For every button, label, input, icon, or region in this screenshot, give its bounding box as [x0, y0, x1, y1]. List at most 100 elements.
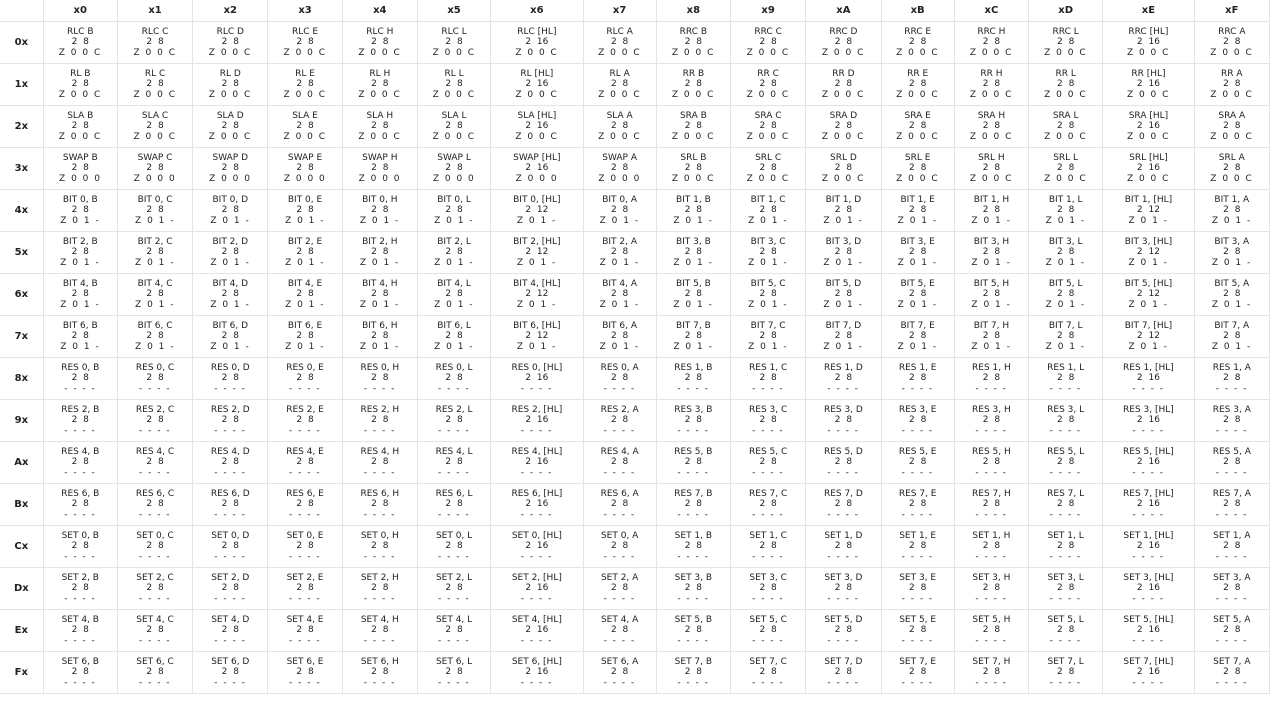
opcode-bytes-cycles: 2 8 [1223, 499, 1241, 510]
opcode-flags: - - - - [975, 467, 1008, 478]
opcode-bytes-cycles: 2 16 [1136, 541, 1160, 552]
opcode-mnemonic: RL C [144, 68, 166, 79]
opcode-bytes-cycles: 2 8 [982, 205, 1001, 216]
opcode-bytes-cycles: 2 8 [834, 667, 853, 678]
opcode-flags: Z 0 0 C [432, 131, 476, 142]
opcode-flags: Z 0 0 C [432, 89, 476, 100]
opcode-bytes-cycles: 2 8 [71, 247, 89, 258]
opcode-bytes-cycles: 2 8 [610, 247, 629, 258]
opcode-mnemonic: SET 1, A [1213, 530, 1251, 541]
opcode-flags: Z 0 0 C [58, 47, 102, 58]
opcode-mnemonic: BIT 0, [HL] [513, 194, 561, 205]
opcode-flags: - - - - [1049, 551, 1082, 562]
opcode-bytes-cycles: 2 8 [908, 121, 927, 132]
row-header-1x: 1x [0, 63, 44, 106]
opcode-mnemonic: BIT 2, H [362, 236, 398, 247]
opcode-mnemonic: RES 6, C [135, 488, 175, 499]
opcode-bytes-cycles: 2 8 [834, 415, 853, 426]
opcode-bytes-cycles: 2 8 [296, 583, 314, 594]
opcode-mnemonic: RES 3, L [1047, 404, 1085, 415]
row-header-dx: Dx [0, 567, 44, 610]
opcode-cell: RES 5, [HL] 2 16- - - - [1102, 441, 1195, 484]
opcode-mnemonic: SET 7, D [824, 656, 863, 667]
opcode-flags: - - - - [1132, 677, 1165, 688]
opcode-bytes-cycles: 2 8 [1056, 583, 1075, 594]
opcode-mnemonic: SWAP D [212, 152, 249, 163]
opcode-flags: Z 0 0 C [1210, 47, 1254, 58]
opcode-flags: Z 0 1 - [673, 299, 714, 310]
opcode-bytes-cycles: 2 8 [371, 457, 389, 468]
opcode-bytes-cycles: 2 8 [445, 247, 463, 258]
opcode-mnemonic: SRA D [829, 110, 858, 121]
opcode-flags: Z 0 0 C [515, 89, 559, 100]
opcode-bytes-cycles: 2 8 [296, 247, 314, 258]
opcode-mnemonic: BIT 6, E [287, 320, 323, 331]
opcode-mnemonic: RES 2, L [435, 404, 473, 415]
opcode-mnemonic: BIT 1, B [675, 194, 711, 205]
opcode-flags: Z 0 0 C [432, 47, 476, 58]
opcode-bytes-cycles: 2 8 [834, 121, 853, 132]
opcode-mnemonic: BIT 2, [HL] [513, 236, 561, 247]
opcode-flags: - - - - [677, 677, 710, 688]
opcode-bytes-cycles: 2 8 [221, 667, 239, 678]
opcode-mnemonic: BIT 4, D [212, 278, 249, 289]
opcode-mnemonic: BIT 6, C [137, 320, 173, 331]
opcode-mnemonic: RRC A [1218, 26, 1246, 37]
opcode-flags: Z 0 0 C [746, 131, 790, 142]
opcode-bytes-cycles: 2 8 [1223, 289, 1241, 300]
opcode-flags: - - - - [975, 551, 1008, 562]
row-header-2x: 2x [0, 105, 44, 148]
opcode-mnemonic: SET 6, D [211, 656, 250, 667]
opcode-mnemonic: SET 5, C [749, 614, 787, 625]
column-header-xd: xD [1028, 0, 1104, 22]
opcode-bytes-cycles: 2 8 [146, 373, 164, 384]
opcode-mnemonic: SET 3, E [899, 572, 937, 583]
opcode-bytes-cycles: 2 8 [146, 667, 164, 678]
opcode-flags: Z 0 1 - [60, 215, 101, 226]
opcode-flags: Z 0 1 - [60, 299, 101, 310]
opcode-bytes-cycles: 2 8 [908, 499, 927, 510]
column-header-xe: xE [1102, 0, 1195, 22]
opcode-bytes-cycles: 2 8 [1223, 247, 1241, 258]
opcode-mnemonic: SET 6, C [136, 656, 174, 667]
opcode-flags: - - - - [363, 425, 396, 436]
opcode-bytes-cycles: 2 8 [371, 541, 389, 552]
opcode-mnemonic: RES 6, [HL] [511, 488, 563, 499]
row-header-5x: 5x [0, 231, 44, 274]
opcode-mnemonic: SET 0, H [360, 530, 399, 541]
opcode-bytes-cycles: 2 8 [610, 205, 629, 216]
opcode-bytes-cycles: 2 8 [759, 163, 777, 174]
column-header-x8: x8 [655, 0, 732, 22]
opcode-mnemonic: SET 5, [HL] [1123, 614, 1174, 625]
opcode-flags: Z 0 1 - [359, 257, 400, 268]
opcode-bytes-cycles: 2 8 [1223, 415, 1241, 426]
opcode-cell: SRA [HL] 2 16 Z 0 0 C [1102, 105, 1195, 148]
opcode-mnemonic: SET 6, L [435, 656, 473, 667]
opcode-bytes-cycles: 2 8 [759, 541, 777, 552]
opcode-flags: - - - - [1049, 467, 1082, 478]
opcode-flags: - - - - [214, 551, 247, 562]
opcode-bytes-cycles: 2 8 [146, 457, 164, 468]
